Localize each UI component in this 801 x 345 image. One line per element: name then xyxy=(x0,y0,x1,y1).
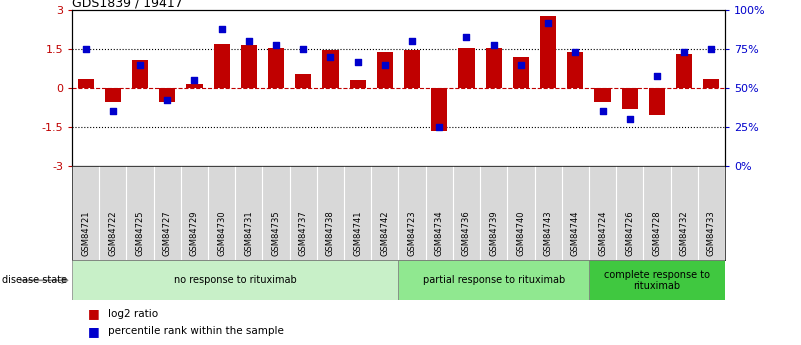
Bar xyxy=(159,88,175,102)
Text: GSM84725: GSM84725 xyxy=(135,210,145,256)
Point xyxy=(188,78,201,83)
Point xyxy=(107,108,119,114)
Bar xyxy=(458,48,475,88)
Point xyxy=(352,59,364,65)
Point xyxy=(487,42,500,47)
Text: GSM84722: GSM84722 xyxy=(108,210,118,256)
Bar xyxy=(187,84,203,88)
Text: GSM84741: GSM84741 xyxy=(353,210,362,256)
Text: GSM84726: GSM84726 xyxy=(626,210,634,256)
Text: GSM84727: GSM84727 xyxy=(163,210,171,256)
Bar xyxy=(105,88,121,102)
Point xyxy=(243,39,256,44)
Text: GSM84740: GSM84740 xyxy=(517,210,525,256)
Point xyxy=(569,50,582,55)
Point xyxy=(379,62,392,68)
Point xyxy=(297,47,310,52)
Text: GSM84721: GSM84721 xyxy=(81,210,91,256)
Text: GSM84724: GSM84724 xyxy=(598,210,607,256)
Text: GSM84728: GSM84728 xyxy=(652,210,662,256)
Bar xyxy=(649,88,665,115)
Bar xyxy=(398,260,589,300)
Bar xyxy=(349,80,366,88)
Bar xyxy=(431,88,448,131)
Text: GSM84738: GSM84738 xyxy=(326,210,335,256)
Bar xyxy=(295,74,312,88)
Text: log2 ratio: log2 ratio xyxy=(108,309,159,319)
Point xyxy=(405,39,418,44)
Text: GSM84744: GSM84744 xyxy=(571,210,580,256)
Bar xyxy=(78,79,94,88)
Text: GSM84743: GSM84743 xyxy=(544,210,553,256)
Text: disease state: disease state xyxy=(2,275,66,285)
Text: GDS1839 / 19417: GDS1839 / 19417 xyxy=(72,0,183,9)
Point xyxy=(270,42,283,47)
Bar xyxy=(241,45,257,88)
Text: GSM84739: GSM84739 xyxy=(489,210,498,256)
Text: GSM84742: GSM84742 xyxy=(380,210,389,256)
Bar xyxy=(594,88,610,102)
Bar xyxy=(72,260,398,300)
Point xyxy=(433,124,445,130)
Point xyxy=(161,98,174,103)
Bar xyxy=(322,50,339,88)
Bar xyxy=(268,48,284,88)
Text: complete response to
rituximab: complete response to rituximab xyxy=(604,269,710,291)
Bar xyxy=(513,57,529,88)
Bar xyxy=(132,60,148,88)
Point xyxy=(215,26,228,32)
Text: GSM84729: GSM84729 xyxy=(190,210,199,256)
Point xyxy=(596,108,609,114)
Text: GSM84731: GSM84731 xyxy=(244,210,253,256)
Point xyxy=(541,20,554,26)
Bar xyxy=(676,55,692,88)
Bar xyxy=(622,88,638,109)
Text: no response to rituximab: no response to rituximab xyxy=(174,275,296,285)
Text: GSM84737: GSM84737 xyxy=(299,210,308,256)
Text: GSM84732: GSM84732 xyxy=(679,210,689,256)
Point xyxy=(678,50,690,55)
Point xyxy=(324,54,337,60)
Point xyxy=(460,34,473,40)
Point xyxy=(705,47,718,52)
Text: GSM84733: GSM84733 xyxy=(706,210,716,256)
Text: partial response to rituximab: partial response to rituximab xyxy=(423,275,565,285)
Text: GSM84735: GSM84735 xyxy=(272,210,280,256)
Bar xyxy=(540,16,556,88)
Text: ■: ■ xyxy=(88,307,100,321)
Text: GSM84736: GSM84736 xyxy=(462,210,471,256)
Text: ■: ■ xyxy=(88,325,100,338)
Bar xyxy=(589,260,725,300)
Point xyxy=(650,73,663,78)
Point xyxy=(514,62,527,68)
Text: GSM84730: GSM84730 xyxy=(217,210,226,256)
Text: percentile rank within the sample: percentile rank within the sample xyxy=(108,326,284,336)
Bar xyxy=(214,44,230,88)
Point xyxy=(623,116,636,122)
Bar xyxy=(404,50,421,88)
Point xyxy=(79,47,92,52)
Text: GSM84734: GSM84734 xyxy=(435,210,444,256)
Bar xyxy=(376,52,393,88)
Text: GSM84723: GSM84723 xyxy=(408,210,417,256)
Point xyxy=(134,62,147,68)
Bar xyxy=(485,48,502,88)
Bar xyxy=(703,79,719,88)
Bar xyxy=(567,52,583,88)
